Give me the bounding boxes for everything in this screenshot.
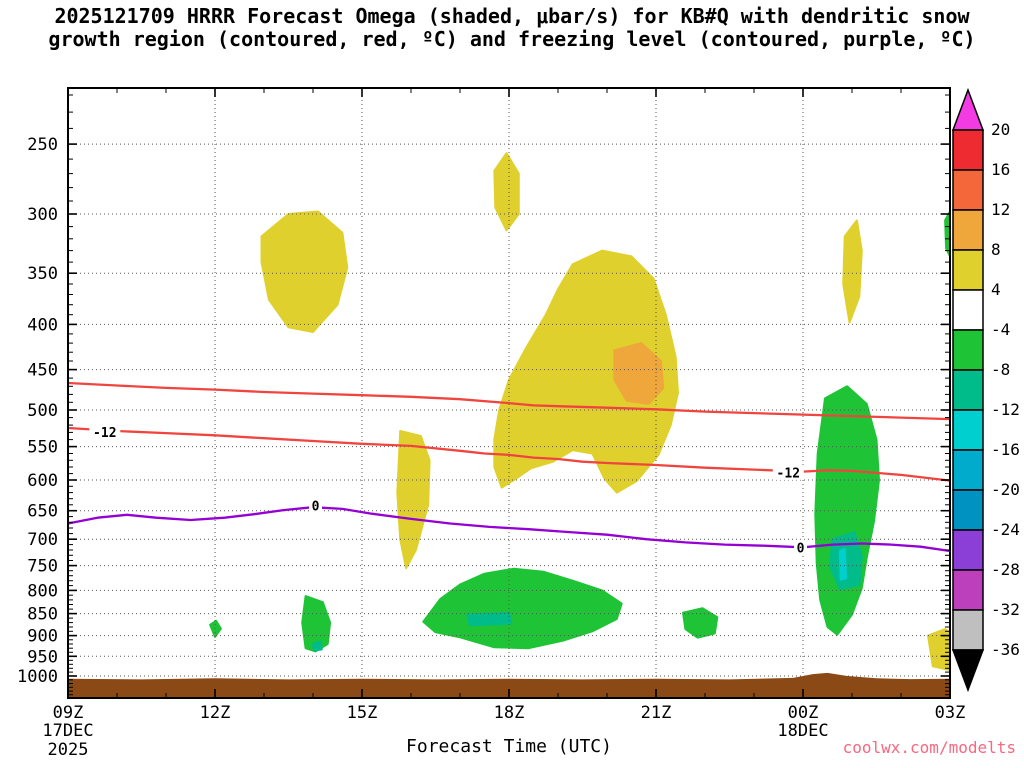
chart-title-line2: growth region (contoured, red, ºC) and f… [48,27,976,51]
watermark-link[interactable]: coolwx.com/modelts [842,738,1016,757]
svg-text:15Z: 15Z [347,703,378,723]
svg-text:400: 400 [27,315,58,335]
shaded-regions [209,152,951,672]
svg-text:03Z: 03Z [935,703,966,723]
svg-text:18Z: 18Z [494,703,525,723]
svg-text:17DEC: 17DEC [42,721,93,741]
chart-title-line1: 2025121709 HRRR Forecast Omega (shaded, … [54,4,970,28]
svg-text:650: 650 [27,502,58,522]
svg-text:-12: -12 [777,466,800,481]
svg-text:-12: -12 [93,426,116,441]
svg-text:-12: -12 [991,400,1020,419]
svg-text:-36: -36 [991,640,1020,659]
svg-text:950: 950 [27,647,58,667]
svg-text:4: 4 [991,280,1001,299]
svg-text:21Z: 21Z [641,703,672,723]
svg-text:500: 500 [27,401,58,421]
svg-text:-32: -32 [991,600,1020,619]
grid [68,88,950,698]
chart-title: 2025121709 HRRR Forecast Omega (shaded, … [0,5,1024,51]
svg-text:-4: -4 [991,320,1010,339]
svg-text:18DEC: 18DEC [777,721,828,741]
terrain [68,672,950,698]
svg-text:550: 550 [27,438,58,458]
svg-text:-24: -24 [991,520,1020,539]
svg-text:350: 350 [27,264,58,284]
svg-text:1000: 1000 [17,667,58,687]
svg-text:700: 700 [27,530,58,550]
svg-text:00Z: 00Z [788,703,819,723]
svg-text:900: 900 [27,627,58,647]
svg-text:750: 750 [27,557,58,577]
x-axis-title: Forecast Time (UTC) [406,736,612,757]
colorbar: 20 16 12 8 4 -4 -8 -12 -16 -20 -24 -28 -32 -36 [951,87,1020,693]
plot-border [67,87,951,699]
svg-text:16: 16 [991,160,1010,179]
axis-labels: 2503003504004505005506006507007508008509… [17,135,965,760]
svg-text:8: 8 [991,240,1001,259]
svg-text:800: 800 [27,581,58,601]
svg-text:09Z: 09Z [53,703,84,723]
svg-text:250: 250 [27,135,58,155]
svg-text:-16: -16 [991,440,1020,459]
svg-text:2025: 2025 [48,740,89,760]
svg-text:300: 300 [27,205,58,225]
svg-text:0: 0 [797,541,805,556]
svg-text:600: 600 [27,471,58,491]
svg-text:12Z: 12Z [200,703,231,723]
svg-text:-8: -8 [991,360,1010,379]
svg-text:450: 450 [27,361,58,381]
svg-text:12: 12 [991,200,1010,219]
svg-text:-28: -28 [991,560,1020,579]
contour-lines: -12 -12 0 0 [67,381,951,556]
svg-text:20: 20 [991,120,1010,139]
svg-text:-20: -20 [991,480,1020,499]
svg-text:0: 0 [312,500,320,515]
svg-text:850: 850 [27,605,58,625]
